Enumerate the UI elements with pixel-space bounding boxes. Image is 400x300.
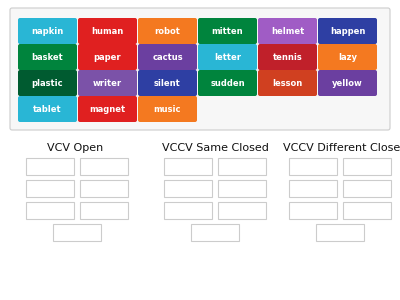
Text: sudden: sudden	[210, 79, 245, 88]
FancyBboxPatch shape	[52, 224, 100, 241]
FancyBboxPatch shape	[138, 18, 197, 44]
FancyBboxPatch shape	[18, 70, 77, 96]
FancyBboxPatch shape	[218, 202, 266, 219]
Text: cactus: cactus	[152, 52, 183, 62]
FancyBboxPatch shape	[258, 44, 317, 70]
FancyBboxPatch shape	[10, 8, 390, 130]
FancyBboxPatch shape	[342, 202, 390, 219]
Text: plastic: plastic	[32, 79, 63, 88]
FancyBboxPatch shape	[80, 180, 128, 197]
Text: basket: basket	[32, 52, 63, 62]
FancyBboxPatch shape	[190, 224, 238, 241]
FancyBboxPatch shape	[218, 158, 266, 175]
FancyBboxPatch shape	[80, 158, 128, 175]
FancyBboxPatch shape	[78, 70, 137, 96]
FancyBboxPatch shape	[18, 18, 77, 44]
Text: tennis: tennis	[273, 52, 302, 62]
FancyBboxPatch shape	[164, 202, 212, 219]
FancyBboxPatch shape	[258, 18, 317, 44]
FancyBboxPatch shape	[198, 70, 257, 96]
FancyBboxPatch shape	[198, 44, 257, 70]
Text: silent: silent	[154, 79, 181, 88]
FancyBboxPatch shape	[164, 158, 212, 175]
Text: VCCV Same Closed: VCCV Same Closed	[162, 143, 268, 153]
FancyBboxPatch shape	[288, 158, 336, 175]
Text: robot: robot	[154, 26, 180, 35]
FancyBboxPatch shape	[80, 202, 128, 219]
FancyBboxPatch shape	[138, 70, 197, 96]
Text: yellow: yellow	[332, 79, 363, 88]
Text: music: music	[154, 104, 181, 113]
FancyBboxPatch shape	[258, 70, 317, 96]
FancyBboxPatch shape	[318, 18, 377, 44]
Text: lesson: lesson	[272, 79, 303, 88]
FancyBboxPatch shape	[318, 44, 377, 70]
FancyBboxPatch shape	[138, 44, 197, 70]
FancyBboxPatch shape	[78, 18, 137, 44]
FancyBboxPatch shape	[318, 70, 377, 96]
FancyBboxPatch shape	[18, 96, 77, 122]
FancyBboxPatch shape	[198, 18, 257, 44]
Text: happen: happen	[330, 26, 365, 35]
FancyBboxPatch shape	[164, 180, 212, 197]
FancyBboxPatch shape	[218, 180, 266, 197]
Text: magnet: magnet	[90, 104, 126, 113]
FancyBboxPatch shape	[26, 180, 74, 197]
FancyBboxPatch shape	[26, 158, 74, 175]
Text: mitten: mitten	[212, 26, 243, 35]
FancyBboxPatch shape	[18, 44, 77, 70]
FancyBboxPatch shape	[26, 202, 74, 219]
FancyBboxPatch shape	[78, 96, 137, 122]
Text: napkin: napkin	[31, 26, 64, 35]
Text: helmet: helmet	[271, 26, 304, 35]
FancyBboxPatch shape	[316, 224, 364, 241]
FancyBboxPatch shape	[342, 180, 390, 197]
Text: tablet: tablet	[33, 104, 62, 113]
Text: lazy: lazy	[338, 52, 357, 62]
FancyBboxPatch shape	[288, 180, 336, 197]
FancyBboxPatch shape	[138, 96, 197, 122]
Text: paper: paper	[94, 52, 121, 62]
Text: human: human	[91, 26, 124, 35]
Text: VCV Open: VCV Open	[47, 143, 103, 153]
Text: writer: writer	[93, 79, 122, 88]
FancyBboxPatch shape	[342, 158, 390, 175]
FancyBboxPatch shape	[78, 44, 137, 70]
Text: letter: letter	[214, 52, 241, 62]
FancyBboxPatch shape	[288, 202, 336, 219]
Text: VCCV Different Closed: VCCV Different Closed	[283, 143, 400, 153]
